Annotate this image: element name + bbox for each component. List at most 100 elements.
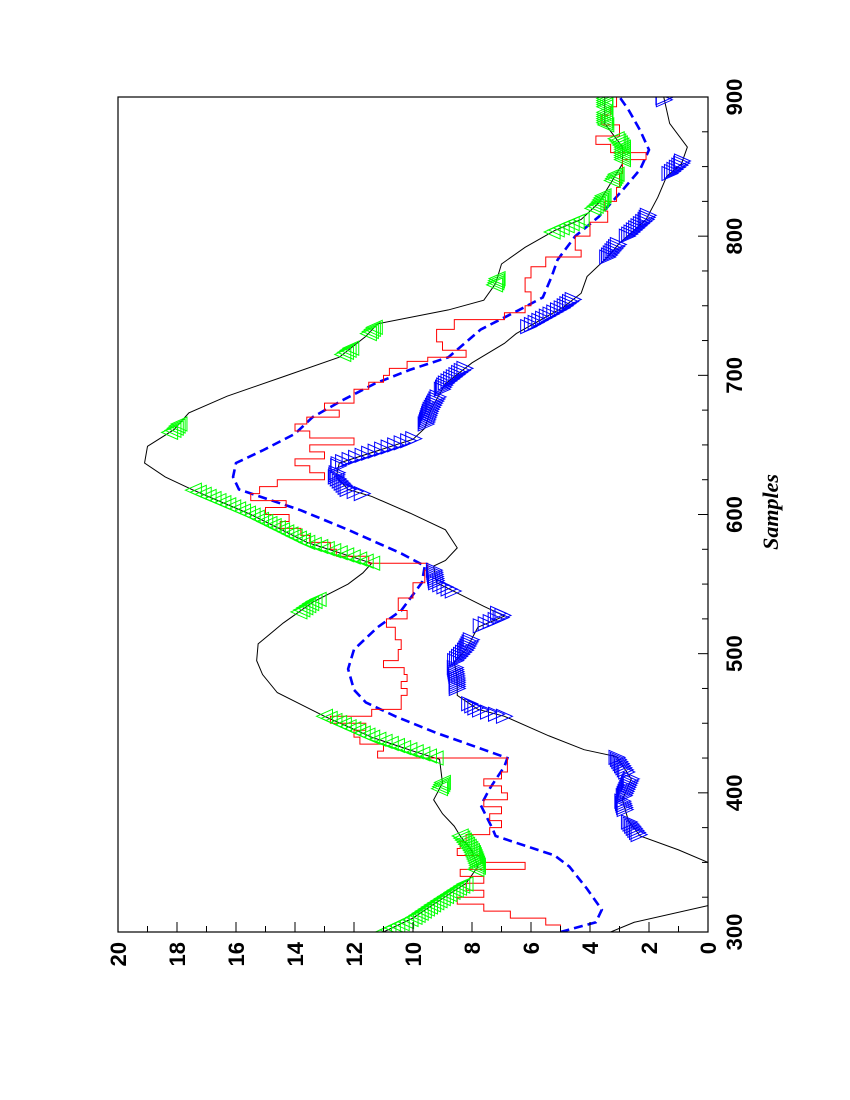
upper-marker-triangle — [454, 832, 472, 848]
lower-marker-triangle — [639, 207, 658, 224]
upper-marker-triangle — [606, 166, 625, 183]
upper-marker-triangle — [583, 200, 602, 217]
lower-marker-triangle — [464, 698, 482, 714]
sample-tick-label: 800 — [722, 218, 747, 255]
upper-marker-triangle — [425, 750, 444, 766]
lower-marker-triangle — [341, 451, 360, 468]
lower-marker-triangle — [661, 165, 680, 182]
lower-marker-triangle — [638, 209, 657, 226]
sample-tick-label: 300 — [722, 914, 747, 951]
upper-marker-triangle — [595, 97, 614, 107]
upper-marker-triangle — [450, 828, 469, 844]
sample-tick-label: 600 — [722, 496, 747, 533]
lower-marker-triangle — [335, 477, 354, 494]
upper-marker-triangle — [368, 731, 387, 748]
upper-marker-triangle — [412, 746, 431, 762]
lower-marker-triangle — [422, 401, 441, 418]
series-measured-line — [250, 97, 647, 932]
upper-marker-triangle — [166, 420, 184, 436]
lower-marker-triangle — [459, 638, 478, 654]
sample-tick-label: 500 — [722, 635, 747, 672]
lower-marker-triangle — [380, 439, 399, 455]
lower-marker-triangle — [562, 293, 580, 310]
lower-marker-triangle — [600, 247, 619, 263]
lower-marker-triangle — [614, 757, 632, 774]
lower-marker-triangle — [673, 155, 691, 171]
upper-marker-triangle — [308, 591, 327, 608]
upper-marker-triangle — [315, 708, 333, 725]
upper-marker-triangle — [603, 172, 621, 189]
upper-marker-triangle — [452, 830, 471, 846]
lower-marker-triangle — [456, 360, 475, 377]
series-mean-line — [231, 97, 651, 932]
upper-marker-triangle — [432, 776, 451, 793]
upper-marker-triangle — [591, 192, 610, 208]
upper-marker-triangle — [593, 188, 612, 204]
sample-tick-label: 900 — [722, 79, 747, 116]
upper-marker-triangle — [431, 778, 450, 795]
lower-marker-triangle — [461, 634, 480, 650]
lower-marker-triangle — [337, 479, 356, 496]
lower-marker-triangle — [346, 483, 365, 500]
lower-marker-triangle — [361, 445, 379, 462]
upper-marker-triangle — [405, 744, 424, 760]
lower-marker-triangle — [620, 814, 639, 830]
lower-marker-triangle — [348, 449, 366, 466]
lower-marker-triangle — [436, 377, 454, 393]
upper-marker-triangle — [359, 325, 377, 342]
upper-marker-triangle — [167, 418, 186, 434]
lower-marker-triangle — [625, 222, 644, 238]
upper-marker-triangle — [433, 774, 451, 791]
upper-marker-triangle — [349, 551, 368, 567]
lower-marker-triangle — [621, 775, 639, 791]
value-tick-label: 0 — [696, 942, 721, 954]
lower-marker-triangle — [461, 696, 479, 712]
lower-marker-triangle — [427, 393, 445, 409]
upper-marker-triangle — [605, 168, 624, 185]
lower-marker-triangle — [421, 403, 440, 420]
upper-marker-triangle — [592, 190, 611, 206]
lower-marker-triangle — [621, 226, 639, 242]
lower-marker-triangle — [480, 704, 498, 720]
lower-marker-triangle — [627, 822, 646, 839]
lower-marker-triangle — [663, 163, 682, 180]
upper-marker-triangle — [606, 130, 625, 147]
lower-marker-triangle — [618, 764, 636, 780]
upper-marker-triangle — [374, 733, 393, 750]
lower-marker-triangle — [628, 220, 646, 236]
lower-marker-triangle — [625, 820, 644, 837]
lower-marker-triangle — [426, 395, 444, 411]
upper-marker-triangle — [387, 737, 405, 754]
lower-marker-triangle — [487, 706, 506, 722]
upper-marker-triangle — [317, 540, 335, 557]
lower-marker-triangle — [635, 213, 653, 230]
lower-marker-triangle — [405, 430, 423, 447]
lower-marker-triangle — [433, 381, 452, 398]
upper-marker-triangle — [590, 194, 608, 210]
lower-marker-triangle — [564, 291, 583, 308]
lower-marker-triangle — [606, 240, 625, 257]
upper-marker-triangle — [399, 741, 418, 758]
value-tick-label: 6 — [519, 942, 544, 954]
lower-marker-triangle — [616, 762, 635, 778]
lower-marker-triangle — [623, 224, 642, 240]
lower-marker-triangle — [354, 447, 373, 464]
lower-marker-triangle — [602, 245, 621, 261]
value-tick-label: 10 — [401, 942, 426, 966]
lower-marker-triangle — [495, 708, 514, 725]
lower-marker-triangle — [374, 441, 392, 457]
upper-marker-triangle — [455, 834, 474, 851]
lower-marker-triangle — [490, 605, 508, 622]
upper-marker-triangle — [604, 170, 623, 187]
lower-marker-triangle — [425, 562, 444, 578]
lower-marker-triangle — [637, 211, 656, 228]
lower-marker-triangle — [620, 777, 638, 793]
upper-marker-triangle — [608, 133, 627, 149]
lower-marker-triangle — [609, 751, 628, 768]
lower-marker-triangle — [621, 773, 640, 789]
upper-marker-triangle — [310, 538, 329, 555]
lower-marker-triangle — [622, 771, 641, 787]
lower-marker-triangle — [615, 797, 634, 814]
lower-marker-triangle — [559, 295, 578, 312]
lower-marker-triangle — [460, 636, 479, 652]
